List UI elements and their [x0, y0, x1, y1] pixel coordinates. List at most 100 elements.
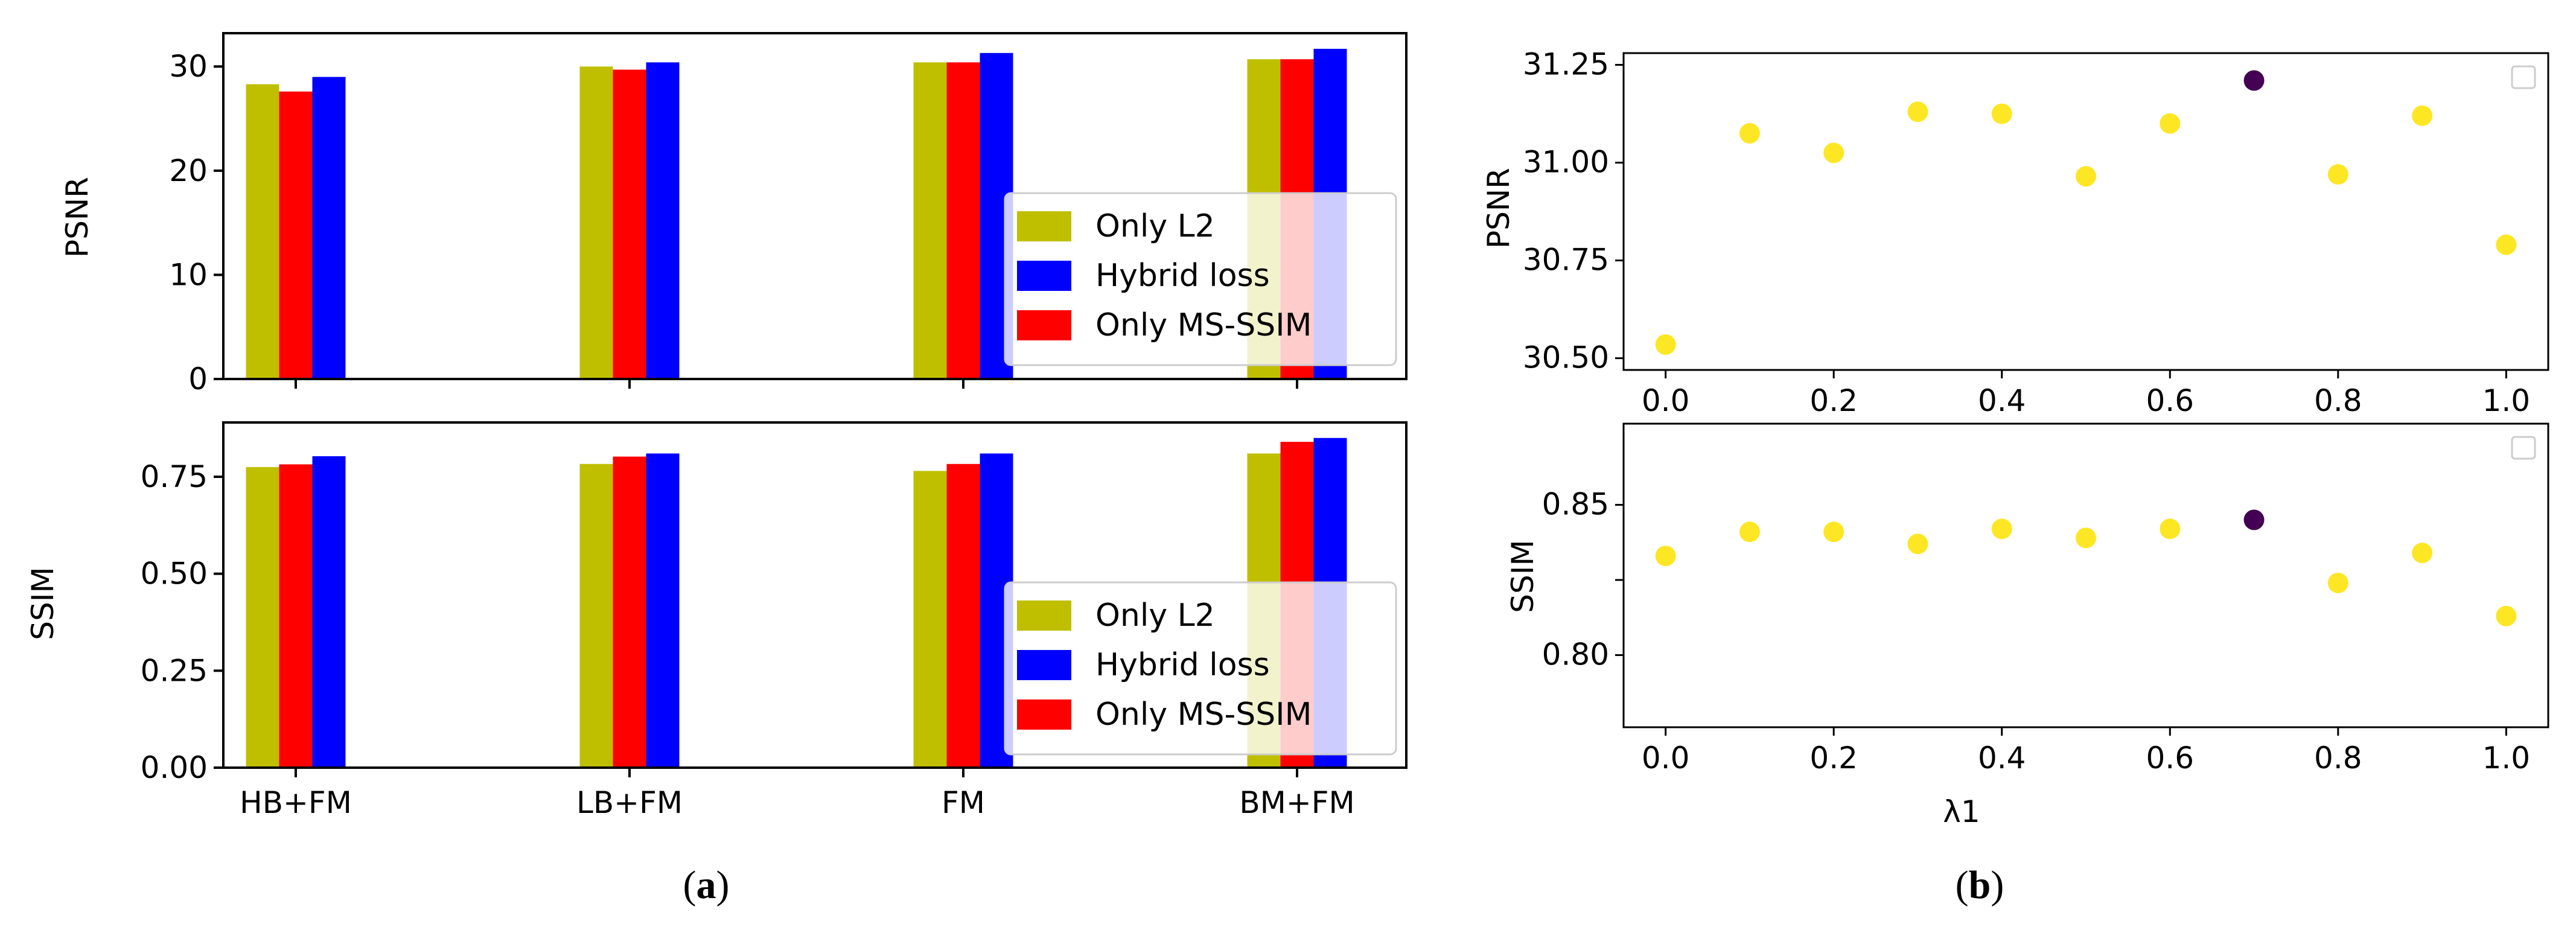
bar-xtick-label-2: FM: [942, 785, 985, 820]
ssim-legend-swatch-0: [1017, 600, 1071, 631]
psnr-scatter-point-1: [1739, 123, 1760, 144]
ssim-bar-ytick-label-1: 0.25: [141, 653, 208, 688]
ssim-bar-only-ms-ssim-fm: [946, 464, 980, 768]
psnr-scatter-point-5: [2076, 166, 2096, 187]
psnr-scatter-frame: [1622, 52, 2549, 371]
psnr-scatter-xtick-label-5: 1.0: [2482, 383, 2531, 418]
psnr-legend-frame: [1004, 192, 1397, 366]
caption-a: (a): [683, 863, 730, 907]
psnr-bar-frame: [222, 32, 1408, 380]
psnr-bar-only-ms-ssim-lb-fm: [613, 69, 646, 380]
bar-xtick-label-0: HB+FM: [240, 785, 352, 820]
ssim-bar-only-l2-lb-fm: [579, 464, 613, 768]
psnr-bar-ytick-label-3: 30: [169, 49, 208, 84]
ssim-bar-ytick-label-3: 0.75: [141, 459, 208, 494]
psnr-scatter-point-3: [1907, 101, 1928, 123]
ssim-legend-swatch-2: [1017, 699, 1071, 730]
psnr-bar-ytick-label-2: 20: [169, 153, 208, 188]
ssim-legend-label-0: Only L2: [1095, 597, 1215, 634]
ssim-legend-label-1: Hybrid loss: [1095, 647, 1270, 683]
ssim-scatter-xtick-label-1: 0.2: [1809, 741, 1858, 776]
ssim-scatter-xtick-label-5: 1.0: [2482, 741, 2531, 776]
psnr-scatter-point-9: [2412, 105, 2433, 126]
bar-xtick-label-1: LB+FM: [576, 785, 683, 820]
ssim-scatter-point-1: [1739, 521, 1760, 543]
psnr-legend-swatch-0: [1017, 211, 1071, 241]
psnr-scatter-legend: [2511, 65, 2536, 89]
psnr-bar-only-l2-lb-fm: [579, 66, 613, 380]
ssim-scatter-xlabel: λ1: [1943, 794, 1980, 829]
ssim-bar-ytick-label-0: 0.00: [141, 750, 208, 785]
psnr-scatter-ylabel: PSNR: [1481, 168, 1516, 249]
bar-xtick-label-3: BM+FM: [1239, 785, 1354, 820]
psnr-scatter-ytick-label-3: 31.25: [1523, 46, 1609, 81]
ssim-scatter-point-5: [2076, 527, 2096, 549]
psnr-scatter-xtick-label-3: 0.6: [2146, 383, 2195, 418]
psnr-bar-ytick-label-0: 0: [188, 362, 208, 397]
psnr-scatter-point-8: [2327, 164, 2348, 185]
psnr-scatter-point-4: [1991, 103, 2012, 124]
psnr-scatter-point-7: [2243, 70, 2265, 91]
psnr-bar-chart: PSNR Only L2 Hybrid loss Only MS-SSIM 0 10 20…: [60, 32, 1408, 397]
ssim-scatter-point-7: [2243, 509, 2265, 530]
ssim-bar-only-ms-ssim-hb-fm: [279, 464, 313, 768]
ssim-bar-chart: SSIM Only L2 Hybrid loss Only MS-SSIM 0.00 0…: [25, 421, 1408, 820]
ssim-scatter-ytick-label-2: 0.85: [1542, 486, 1609, 521]
ssim-scatter-xtick-label-4: 0.8: [2314, 741, 2362, 776]
ssim-bar-ylabel: SSIM: [25, 567, 60, 640]
ssim-scatter-ylabel: SSIM: [1505, 540, 1540, 613]
psnr-bar-only-l2-fm: [913, 62, 947, 379]
psnr-bar-hybrid-loss-hb-fm: [312, 77, 346, 380]
psnr-scatter-xtick-label-1: 0.2: [1809, 383, 1858, 418]
ssim-scatter-point-8: [2327, 572, 2348, 593]
ssim-legend-swatch-1: [1017, 650, 1071, 680]
psnr-bar-ylabel: PSNR: [60, 177, 95, 258]
psnr-legend-label-0: Only L2: [1095, 208, 1215, 244]
psnr-legend-label-2: Only MS-SSIM: [1095, 307, 1312, 343]
psnr-scatter-point-10: [2496, 234, 2517, 255]
psnr-bar-legend: Only L2 Hybrid loss Only MS-SSIM: [1004, 192, 1397, 366]
ssim-scatter-point-4: [1991, 518, 2012, 540]
ssim-bar-hybrid-loss-hb-fm: [312, 456, 346, 768]
psnr-bar-only-ms-ssim-fm: [946, 62, 980, 379]
psnr-bar-only-l2-hb-fm: [246, 84, 279, 379]
ssim-bar-legend: Only L2 Hybrid loss Only MS-SSIM: [1004, 581, 1397, 756]
psnr-bar-hybrid-loss-lb-fm: [646, 62, 680, 379]
ssim-bar-hybrid-loss-lb-fm: [646, 453, 680, 768]
ssim-bar-frame: [222, 421, 1408, 769]
psnr-scatter-xtick-label-0: 0.0: [1642, 383, 1690, 418]
ssim-scatter-point-9: [2412, 543, 2433, 564]
ssim-scatter-frame: [1622, 422, 2549, 728]
psnr-bar-only-ms-ssim-hb-fm: [279, 91, 313, 379]
ssim-bar-ytick-label-2: 0.50: [141, 556, 208, 591]
psnr-scatter-ytick-label-2: 31.00: [1523, 144, 1609, 179]
ssim-scatter-legend: [2511, 436, 2536, 460]
ssim-scatter-point-2: [1823, 521, 1844, 543]
psnr-scatter-xtick-label-2: 0.4: [1978, 383, 2026, 418]
ssim-legend-frame: [1004, 581, 1397, 756]
psnr-scatter-xtick-label-4: 0.8: [2314, 383, 2362, 418]
ssim-scatter-xtick-label-0: 0.0: [1642, 741, 1690, 776]
psnr-scatter-point-0: [1655, 334, 1676, 355]
psnr-legend-swatch-1: [1017, 261, 1071, 291]
ssim-scatter-chart: SSIM λ1 0.80 0.85 0.0 0.2 0.4 0.6 0.8 1.0: [1505, 422, 2549, 829]
ssim-scatter-xtick-label-2: 0.4: [1978, 741, 2026, 776]
ssim-scatter-point-0: [1655, 546, 1676, 567]
psnr-scatter-point-6: [2160, 113, 2181, 134]
psnr-legend-swatch-2: [1017, 310, 1071, 340]
psnr-bar-ytick-label-1: 10: [169, 257, 208, 292]
psnr-scatter-point-2: [1823, 142, 1844, 164]
caption-b: (b): [1956, 863, 2004, 907]
ssim-bar-only-l2-hb-fm: [246, 467, 279, 768]
ssim-bar-only-ms-ssim-lb-fm: [613, 456, 646, 768]
psnr-legend-label-1: Hybrid loss: [1095, 258, 1270, 294]
psnr-scatter-ytick-label-0: 30.50: [1523, 340, 1609, 375]
psnr-scatter-chart: PSNR 30.50 30.75 31.00 31.25 0.0 0.2 0.4 0.6 0.8…: [1481, 46, 2549, 418]
ssim-scatter-ytick-label-0: 0.80: [1542, 637, 1609, 672]
ssim-scatter-point-3: [1907, 534, 1928, 555]
ssim-scatter-point-6: [2160, 518, 2181, 540]
ssim-legend-label-2: Only MS-SSIM: [1095, 696, 1312, 733]
ssim-scatter-point-10: [2496, 605, 2517, 626]
ssim-bar-only-l2-fm: [913, 471, 947, 768]
